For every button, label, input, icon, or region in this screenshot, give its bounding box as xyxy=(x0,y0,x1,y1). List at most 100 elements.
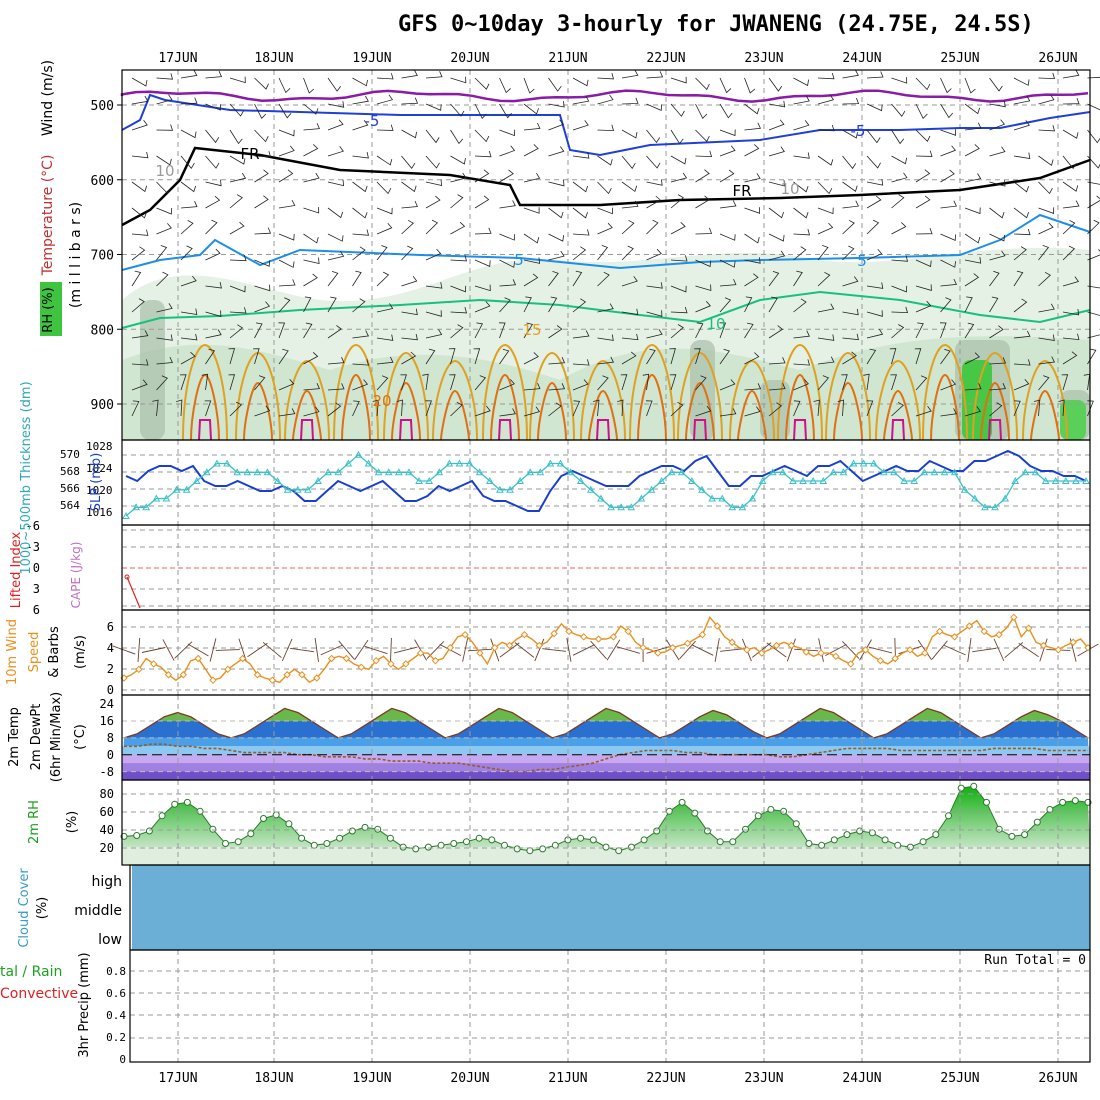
rh-point xyxy=(704,827,711,835)
panel-frame xyxy=(121,609,1091,696)
wind-barb xyxy=(572,77,589,87)
wind-barb xyxy=(695,103,708,119)
wind-barb xyxy=(1013,152,1031,159)
wind-barb xyxy=(278,77,291,94)
chart-title: GFS 0~10day 3-hourly for JWANENG (24.75E… xyxy=(398,12,1034,37)
wind-barb xyxy=(499,348,510,365)
wind-barb xyxy=(793,95,810,105)
rh-shading-saturated xyxy=(962,360,992,440)
contour-25 xyxy=(891,419,905,441)
wind10-barb xyxy=(967,638,972,662)
wind-barb xyxy=(1038,155,1054,166)
thickness-point xyxy=(122,511,130,519)
wind10-speed-point xyxy=(995,630,1003,639)
thickness-point xyxy=(991,503,999,511)
date-label-top: 23JUN xyxy=(744,51,783,66)
wind-barb xyxy=(572,229,590,236)
wind-barb xyxy=(205,129,220,144)
wind-barb xyxy=(695,195,710,209)
wind-barb xyxy=(180,220,194,235)
wind-barb xyxy=(327,233,344,242)
thickness-axis-label: 1000~500mb Thickness (dm) xyxy=(19,381,34,574)
contour-25 xyxy=(498,419,512,441)
thickness-point xyxy=(425,476,434,484)
wind-barb xyxy=(989,77,1003,92)
wind-barb xyxy=(646,219,659,235)
wind-barb xyxy=(253,348,260,365)
thickness-point xyxy=(334,468,343,476)
wind-barb xyxy=(744,207,760,214)
wind-barb xyxy=(1038,125,1056,132)
wind-barb xyxy=(964,173,982,183)
wind10-barb xyxy=(679,640,696,660)
rh-point xyxy=(450,840,458,847)
thickness-point xyxy=(516,476,524,484)
wind-barb xyxy=(597,94,614,105)
wind-barb xyxy=(425,248,442,261)
wind-barb xyxy=(156,207,173,215)
contour-label: 5 xyxy=(514,251,524,269)
wind-barb xyxy=(597,222,613,235)
wind-barb xyxy=(474,195,490,209)
thickness-point xyxy=(1072,476,1080,484)
contour-15 xyxy=(182,343,228,441)
thickness-point xyxy=(142,503,151,511)
wind-barb xyxy=(1087,103,1100,111)
wind-barb xyxy=(131,95,149,105)
thickness-point xyxy=(152,494,161,502)
wind-barb xyxy=(670,194,684,209)
wind10-barb xyxy=(972,647,997,653)
wind-barb xyxy=(719,129,736,137)
wind-barb xyxy=(572,95,590,105)
wind-barb xyxy=(646,329,663,339)
wind-barb xyxy=(401,351,417,365)
wind-barb xyxy=(866,219,880,235)
wind-barb xyxy=(327,207,344,219)
wind-barb xyxy=(327,179,345,187)
wind-barb xyxy=(866,400,874,417)
temperature-axis-label: Temperature (°C) xyxy=(40,155,56,277)
rh-point xyxy=(336,834,344,842)
wind-barb xyxy=(352,77,368,87)
wind-barb xyxy=(1038,94,1055,105)
thickness-point xyxy=(546,459,555,467)
wind10-speed-point xyxy=(980,627,988,636)
wind-barb xyxy=(474,129,490,143)
wind-barb xyxy=(670,285,687,293)
contour-15 xyxy=(333,343,379,441)
wind-barb xyxy=(1087,328,1100,339)
wind-barb xyxy=(768,207,784,219)
wind-barb xyxy=(670,103,685,117)
wind-barb xyxy=(156,375,168,391)
thickness-point xyxy=(698,485,706,493)
wind-barb xyxy=(499,129,516,137)
wind-barb xyxy=(376,223,393,235)
wind-barb xyxy=(572,181,588,193)
wind-barb xyxy=(645,400,653,417)
wind-barb xyxy=(768,271,780,287)
wind10-speed-point xyxy=(728,638,736,646)
wind-barb xyxy=(813,399,820,417)
wind-barb xyxy=(376,375,389,391)
wind-barb xyxy=(499,169,514,183)
wind-barb xyxy=(940,129,956,136)
thickness-point xyxy=(597,494,605,502)
wind-barb xyxy=(1038,245,1050,261)
wind-barb xyxy=(523,296,532,313)
wind-barb xyxy=(768,146,785,157)
wind-barb xyxy=(523,406,541,417)
wind-barb xyxy=(1038,334,1055,341)
wind-barb xyxy=(597,334,614,341)
wind-barb xyxy=(964,77,976,94)
wind-barb xyxy=(719,348,730,365)
rh-shading-mid xyxy=(122,336,1090,440)
cape-axis-label: CAPE (J/kg) xyxy=(69,542,83,609)
wind10-barb xyxy=(247,642,268,658)
wind-barb xyxy=(1062,333,1080,341)
wind-barb xyxy=(989,325,1004,339)
wind-barb xyxy=(376,356,394,365)
wind-barb xyxy=(156,245,168,261)
minmax-label: (6hr Min/Max) xyxy=(49,692,64,782)
wind10-speed-point xyxy=(921,649,929,657)
rh-area xyxy=(122,786,1090,848)
